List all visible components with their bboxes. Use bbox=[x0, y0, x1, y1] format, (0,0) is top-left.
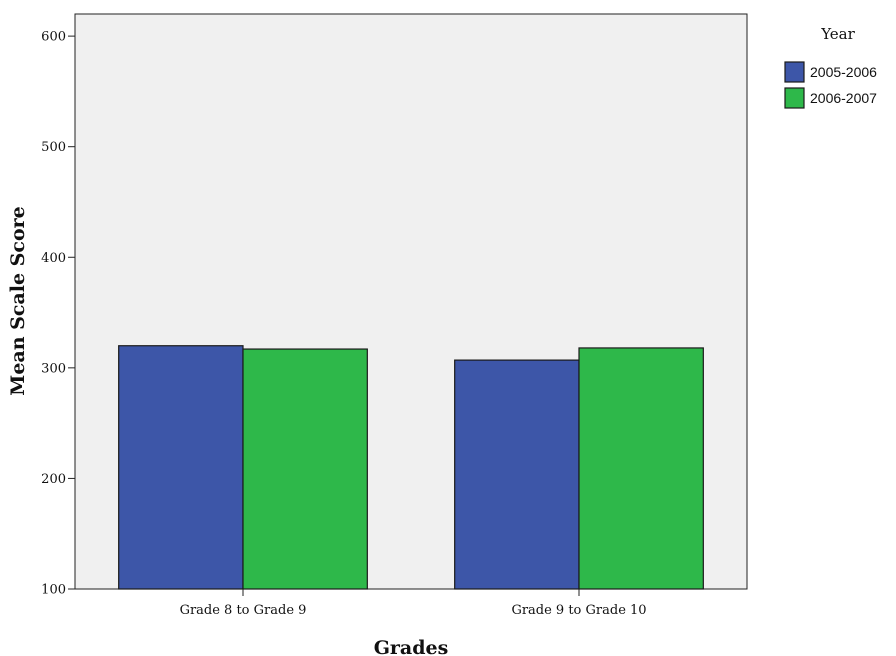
y-axis-title: Mean Scale Score bbox=[7, 206, 29, 395]
legend-items: 2005-2006 2006-2007 bbox=[784, 61, 877, 109]
y-tick-label: 600 bbox=[41, 30, 66, 45]
legend-title: Year bbox=[820, 25, 855, 43]
y-tick-label: 200 bbox=[41, 472, 66, 487]
y-axis: 100 200 300 400 500 600 bbox=[41, 30, 75, 598]
y-tick-label: 400 bbox=[41, 251, 66, 266]
y-tick-label: 100 bbox=[41, 583, 66, 598]
x-tick-label: Grade 9 to Grade 10 bbox=[511, 603, 646, 618]
x-tick-label: Grade 8 to Grade 9 bbox=[180, 603, 307, 618]
legend-swatch bbox=[784, 61, 805, 83]
bar bbox=[118, 345, 244, 590]
legend-label: 2005-2006 bbox=[810, 64, 877, 80]
legend: Year 2005-2006 2006-2007 bbox=[784, 25, 877, 109]
bars-group bbox=[118, 345, 704, 590]
y-tick-label: 300 bbox=[41, 361, 66, 376]
bar bbox=[242, 348, 368, 590]
y-tick-label: 500 bbox=[41, 140, 66, 155]
legend-label: 2006-2007 bbox=[810, 90, 877, 106]
legend-swatch bbox=[784, 87, 805, 109]
bar bbox=[454, 359, 580, 590]
x-axis: Grade 8 to Grade 9 Grade 9 to Grade 10 bbox=[180, 589, 647, 618]
x-axis-title: Grades bbox=[374, 637, 449, 656]
bar bbox=[578, 347, 704, 590]
